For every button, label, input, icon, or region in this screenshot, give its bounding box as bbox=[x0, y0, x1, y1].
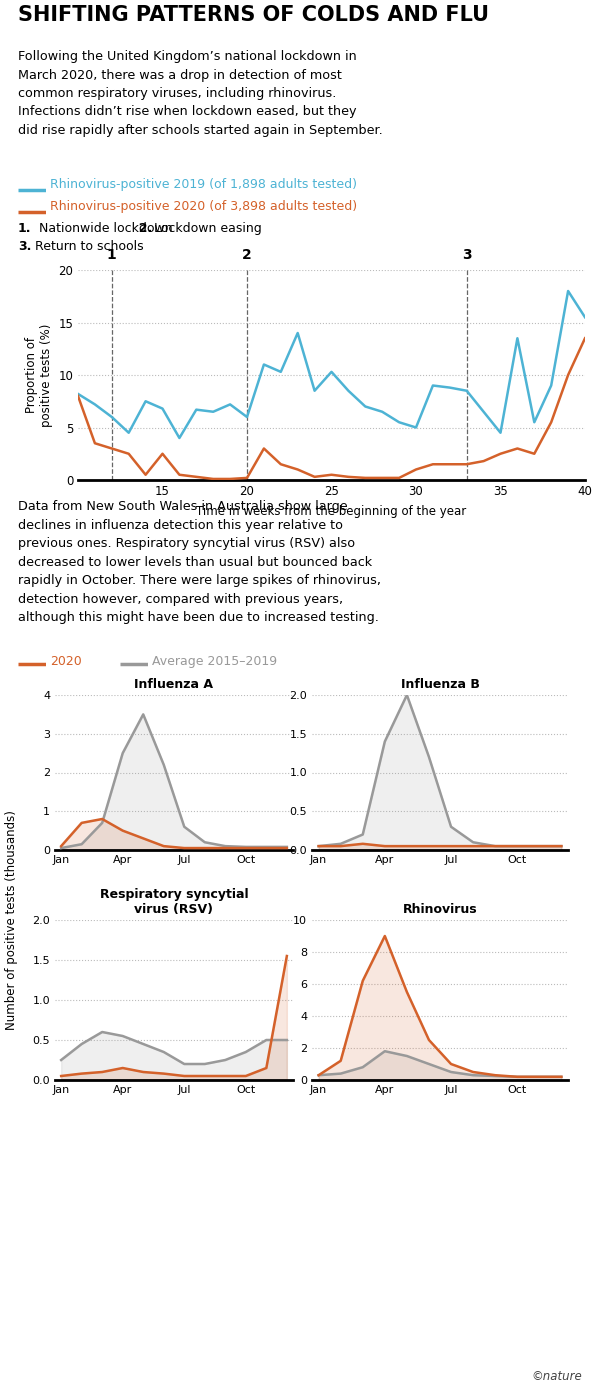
Text: 2.: 2. bbox=[130, 222, 152, 235]
Text: 1.: 1. bbox=[18, 222, 32, 235]
Title: Influenza B: Influenza B bbox=[401, 678, 479, 691]
Text: Following the United Kingdom’s national lockdown in
March 2020, there was a drop: Following the United Kingdom’s national … bbox=[18, 50, 383, 138]
Text: 2020: 2020 bbox=[50, 655, 82, 669]
Text: SHIFTING PATTERNS OF COLDS AND FLU: SHIFTING PATTERNS OF COLDS AND FLU bbox=[18, 6, 489, 25]
Text: ©nature: ©nature bbox=[531, 1371, 582, 1383]
Text: 3.: 3. bbox=[18, 240, 31, 253]
Text: 2: 2 bbox=[242, 247, 252, 261]
Text: Number of positive tests (thousands): Number of positive tests (thousands) bbox=[5, 810, 18, 1030]
Text: 3: 3 bbox=[462, 247, 472, 261]
Text: Nationwide lockdown: Nationwide lockdown bbox=[31, 222, 173, 235]
Text: Rhinovirus-positive 2020 (of 3,898 adults tested): Rhinovirus-positive 2020 (of 3,898 adult… bbox=[50, 200, 357, 213]
Text: 1: 1 bbox=[107, 247, 116, 261]
Text: Rhinovirus-positive 2019 (of 1,898 adults tested): Rhinovirus-positive 2019 (of 1,898 adult… bbox=[50, 178, 357, 190]
Text: Data from New South Wales in Australia show large
declines in influenza detectio: Data from New South Wales in Australia s… bbox=[18, 500, 381, 624]
Title: Rhinovirus: Rhinovirus bbox=[403, 904, 478, 916]
Text: Return to schools: Return to schools bbox=[31, 240, 144, 253]
X-axis label: Time in weeks from the beginning of the year: Time in weeks from the beginning of the … bbox=[196, 505, 467, 518]
Title: Respiratory syncytial
virus (RSV): Respiratory syncytial virus (RSV) bbox=[100, 888, 248, 916]
Text: Lockdown easing: Lockdown easing bbox=[150, 222, 262, 235]
Title: Influenza A: Influenza A bbox=[134, 678, 214, 691]
Y-axis label: Proportion of
positive tests (%): Proportion of positive tests (%) bbox=[25, 324, 53, 427]
Text: Average 2015–2019: Average 2015–2019 bbox=[152, 655, 277, 669]
